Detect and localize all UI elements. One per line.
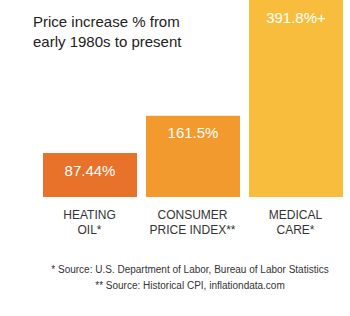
html-text:Price increase % from early 19: Price increase % from early 1980s to pre…: [33, 13, 182, 50]
svg-text:87.44%: 87.44%: [65, 162, 116, 179]
svg-text:391.8%+: 391.8%+: [266, 9, 326, 26]
svg-text:161.5%: 161.5%: [168, 124, 219, 141]
svg-text:MEDICALCARE*: MEDICALCARE*: [269, 208, 323, 237]
html-text:* Source: U.S. Department of L: * Source: U.S. Department of Labor, Bure…: [51, 264, 329, 275]
svg-text:CONSUMERPRICE INDEX**: CONSUMERPRICE INDEX**: [149, 208, 235, 237]
svg-text:HEATINGOIL*: HEATINGOIL*: [63, 208, 115, 237]
html-text:** Source: Historical CPI, inf: ** Source: Historical CPI, inflationdata…: [95, 280, 285, 291]
